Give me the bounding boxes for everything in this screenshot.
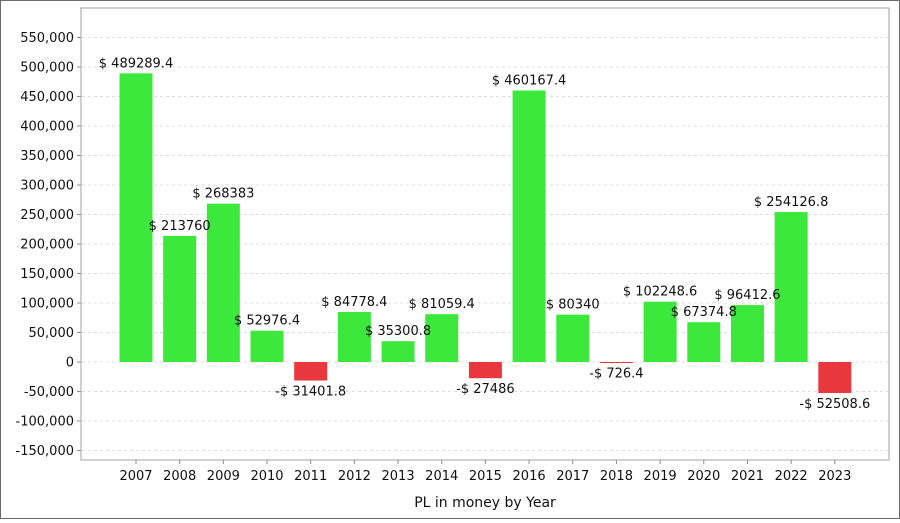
x-tick-label: 2008 bbox=[163, 469, 196, 484]
bar-2008 bbox=[163, 235, 197, 362]
data-label-2021: $ 96412.6 bbox=[714, 288, 780, 303]
data-label-2010: $ 52976.4 bbox=[234, 314, 300, 329]
x-tick-label: 2010 bbox=[250, 469, 283, 484]
bar-2016 bbox=[512, 90, 546, 363]
bar-2012 bbox=[337, 311, 371, 362]
x-axis-ticks: 2007 2008 2009 2010 2011 2012 2013 2014 2015 2016… bbox=[119, 460, 851, 484]
bar-2014 bbox=[425, 314, 459, 362]
x-tick-label: 2009 bbox=[207, 469, 240, 484]
bar-2020 bbox=[687, 322, 721, 362]
x-tick-label: 2023 bbox=[818, 469, 851, 484]
x-tick-label: 2012 bbox=[338, 469, 371, 484]
data-label-2012: $ 84778.4 bbox=[321, 295, 387, 310]
bar-2023 bbox=[818, 362, 852, 393]
data-label-2018: -$ 726.4 bbox=[589, 366, 643, 381]
bar-2022 bbox=[774, 212, 808, 362]
x-tick-label: 2017 bbox=[556, 469, 589, 484]
bar-2018 bbox=[599, 362, 633, 363]
x-tick-label: 2013 bbox=[382, 469, 415, 484]
y-tick-label: 550,000 bbox=[20, 31, 74, 46]
data-label-2023: -$ 52508.6 bbox=[799, 397, 870, 412]
data-label-2007: $ 489289.4 bbox=[99, 56, 173, 71]
y-tick-label: 300,000 bbox=[20, 179, 74, 194]
data-label-2009: $ 268383 bbox=[192, 187, 254, 202]
y-tick-label: -100,000 bbox=[16, 415, 74, 430]
x-tick-label: 2018 bbox=[600, 469, 633, 484]
bar-2015 bbox=[468, 362, 502, 379]
y-tick-label: 50,000 bbox=[29, 326, 75, 341]
y-tick-label: 100,000 bbox=[20, 297, 74, 312]
data-label-2017: $ 80340 bbox=[546, 298, 600, 313]
x-tick-label: 2014 bbox=[425, 469, 458, 484]
y-tick-label: 150,000 bbox=[20, 267, 74, 282]
grid-lines bbox=[82, 37, 888, 451]
data-label-2008: $ 213760 bbox=[149, 219, 211, 234]
bar-2017 bbox=[556, 314, 590, 362]
data-label-2019: $ 102248.6 bbox=[623, 285, 697, 300]
y-axis-ticks: -150,000 -100,000 -50,000 0 50,000 100,000 150… bbox=[16, 31, 81, 459]
y-tick-label: 500,000 bbox=[20, 61, 74, 76]
y-tick-label: 450,000 bbox=[20, 90, 74, 105]
data-label-2013: $ 35300.8 bbox=[365, 324, 431, 339]
data-labels: $ 489289.4 $ 213760 $ 268383 $ 52976.4 -$ 31… bbox=[99, 56, 870, 412]
x-tick-label: 2020 bbox=[687, 469, 720, 484]
bar-2010 bbox=[250, 330, 284, 362]
bar-2009 bbox=[206, 203, 240, 362]
y-tick-label: 250,000 bbox=[20, 208, 74, 223]
x-tick-label: 2022 bbox=[775, 469, 808, 484]
y-tick-label: 200,000 bbox=[20, 238, 74, 253]
x-tick-label: 2015 bbox=[469, 469, 502, 484]
data-label-2020: $ 67374.8 bbox=[671, 305, 737, 320]
bars bbox=[119, 73, 852, 393]
y-tick-label: -50,000 bbox=[24, 385, 74, 400]
y-tick-label: 0 bbox=[66, 356, 74, 371]
data-label-2014: $ 81059.4 bbox=[409, 297, 475, 312]
y-tick-label: 400,000 bbox=[20, 120, 74, 135]
y-tick-label: 350,000 bbox=[20, 149, 74, 164]
bar-2019 bbox=[643, 301, 677, 362]
bar-2013 bbox=[381, 341, 415, 362]
bar-2007 bbox=[119, 73, 153, 363]
data-label-2015: -$ 27486 bbox=[456, 382, 514, 397]
x-axis-title: PL in money by Year bbox=[414, 495, 556, 511]
x-tick-label: 2021 bbox=[731, 469, 764, 484]
x-tick-label: 2007 bbox=[119, 469, 152, 484]
data-label-2016: $ 460167.4 bbox=[492, 74, 566, 89]
data-label-2011: -$ 31401.8 bbox=[275, 385, 346, 400]
data-label-2022: $ 254126.8 bbox=[754, 195, 828, 210]
y-tick-label: -150,000 bbox=[16, 444, 74, 459]
x-tick-label: 2016 bbox=[513, 469, 546, 484]
bar-2011 bbox=[294, 362, 328, 381]
x-tick-label: 2019 bbox=[644, 469, 677, 484]
bar-2021 bbox=[730, 305, 764, 362]
x-tick-label: 2011 bbox=[294, 469, 327, 484]
